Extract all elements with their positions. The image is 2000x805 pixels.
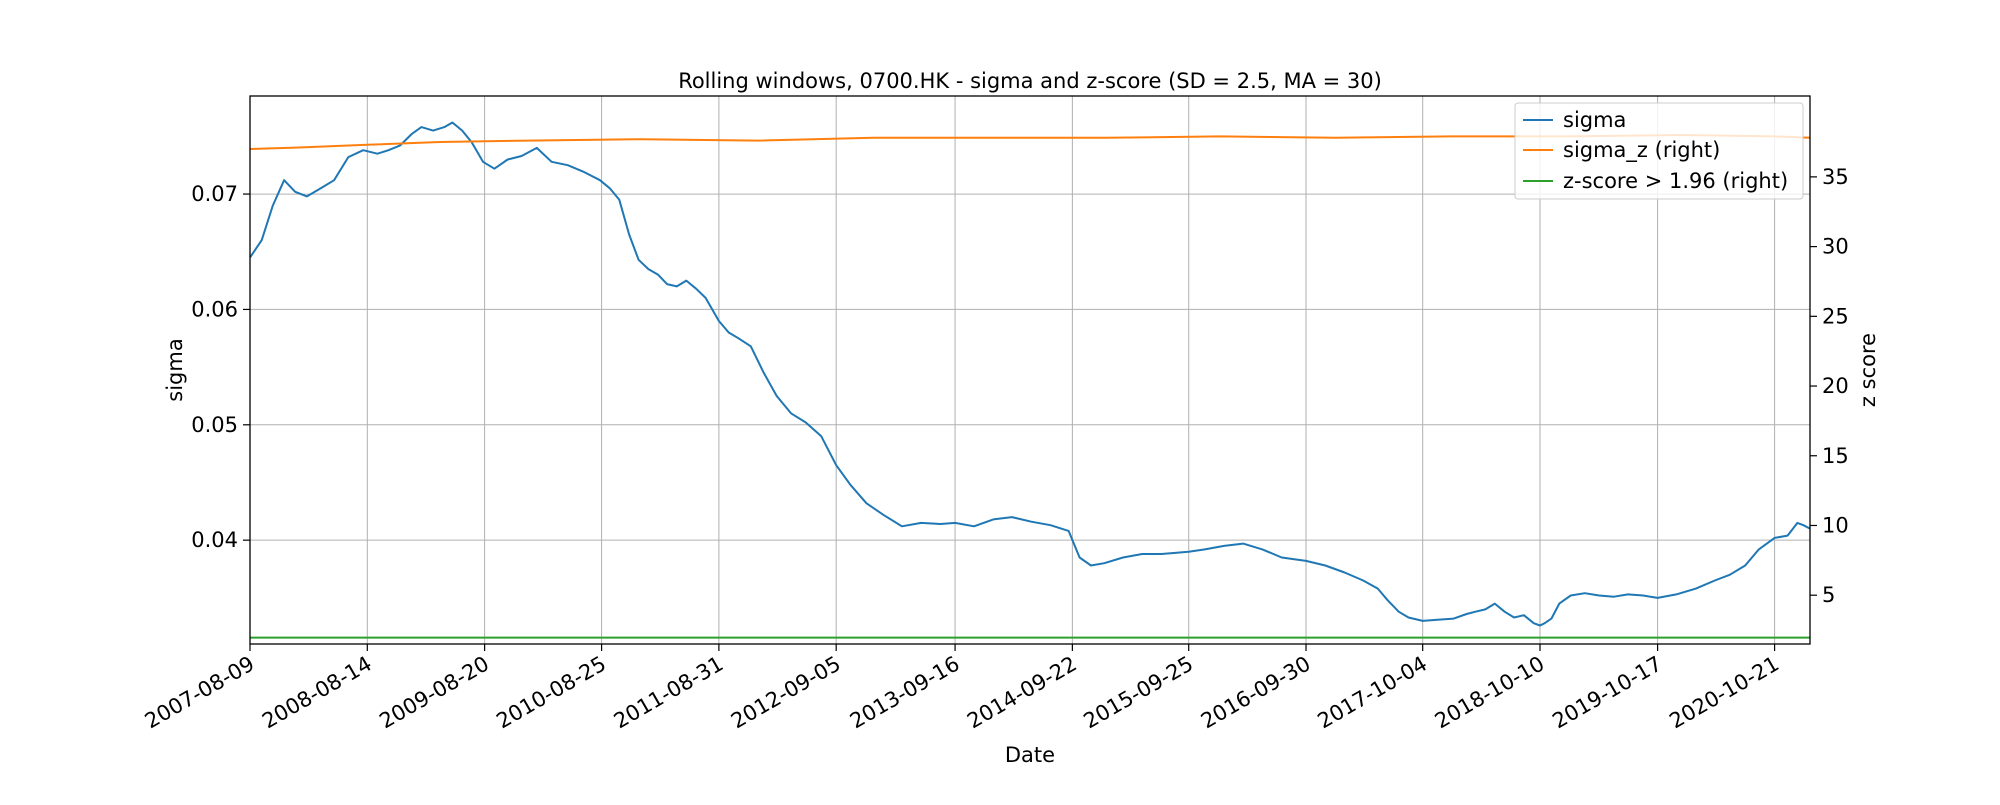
y-right-tick-label: 10 xyxy=(1822,513,1849,537)
y-axis-label: sigma xyxy=(163,338,187,401)
series-line-sigma xyxy=(249,121,1811,627)
x-axis-label: Date xyxy=(1005,743,1055,767)
y-tick-label: 0.05 xyxy=(191,413,238,437)
y-axis-right-label: z score xyxy=(1856,333,1880,407)
grid-layer xyxy=(249,96,1810,644)
y-right-tick-label: 20 xyxy=(1822,374,1849,398)
y-right-tick-label: 30 xyxy=(1822,235,1849,259)
legend-label-sigma: sigma xyxy=(1563,108,1626,132)
y-right-tick-label: 15 xyxy=(1822,444,1849,468)
y-tick-label: 0.06 xyxy=(191,297,238,321)
legend: sigma sigma_z (right) z-score > 1.96 (ri… xyxy=(1514,102,1804,200)
legend-label-sigma-z: sigma_z (right) xyxy=(1563,138,1720,163)
y-right-tick-label: 5 xyxy=(1822,583,1835,607)
y-tick-label: 0.07 xyxy=(191,182,238,206)
plot-frame xyxy=(249,95,1811,645)
legend-label-z-score-threshold: z-score > 1.96 (right) xyxy=(1563,169,1788,193)
legend-box xyxy=(1514,102,1804,200)
y-right-tick-label: 25 xyxy=(1822,304,1849,328)
y-right-tick-label: 35 xyxy=(1822,165,1849,189)
y-tick-label: 0.04 xyxy=(191,528,238,552)
chart-title: Rolling windows, 0700.HK - sigma and z-s… xyxy=(678,69,1382,93)
